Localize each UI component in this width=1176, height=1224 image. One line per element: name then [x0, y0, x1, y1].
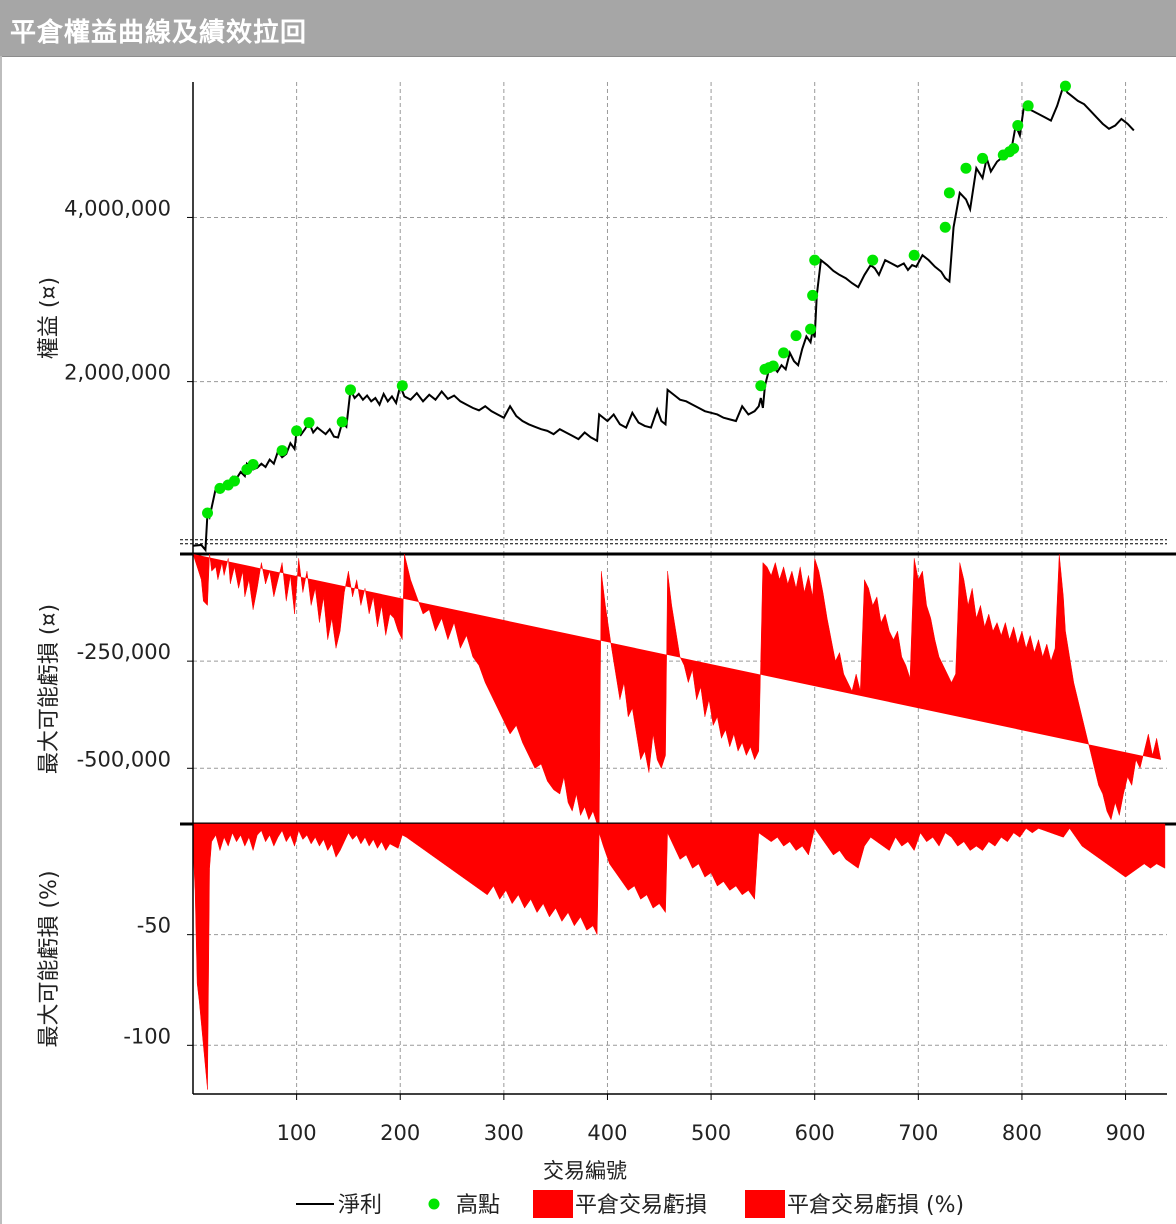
high-point-marker: [291, 425, 303, 437]
high-point-marker: [303, 417, 315, 429]
panel-drawdown_abs: -250,000 -500,000 最大可能虧損 (¤): [37, 552, 1176, 825]
x-tick-label: 900: [1106, 1121, 1146, 1145]
legend-item: 高點: [428, 1193, 500, 1218]
high-point-marker: [809, 254, 821, 266]
y-tick-label: -50: [137, 914, 171, 938]
x-tick-label: 200: [380, 1121, 420, 1145]
equity-drawdown-chart: 2,000,000 4,000,000 權益 (¤) -250,000 -500,000…: [37, 80, 1176, 1218]
high-point-marker: [805, 323, 817, 335]
high-point-marker: [228, 475, 240, 487]
high-point-marker: [276, 445, 288, 457]
legend-label: 平倉交易虧損: [575, 1193, 707, 1218]
high-point-marker: [939, 221, 951, 233]
legend-item: 平倉交易虧損 (%): [745, 1190, 964, 1218]
y-tick-label: 2,000,000: [64, 361, 171, 385]
drawdown-area: [192, 553, 1162, 825]
high-point-marker: [908, 249, 920, 261]
high-point-marker: [767, 360, 779, 372]
high-point-marker: [344, 384, 356, 396]
high-point-marker: [396, 380, 408, 392]
high-point-marker: [247, 459, 259, 471]
high-point-marker: [1059, 80, 1071, 92]
high-point-marker: [960, 162, 972, 174]
y-tick-label: -100: [123, 1024, 171, 1048]
high-point-marker: [1022, 100, 1034, 112]
y-tick-label: -500,000: [77, 747, 171, 771]
high-point-marker: [755, 380, 767, 392]
y-tick-label: 4,000,000: [64, 196, 171, 220]
x-axis-label: 交易編號: [543, 1159, 627, 1183]
high-point-marker: [202, 507, 214, 519]
legend-box-swatch: [745, 1190, 785, 1218]
high-point-marker: [1008, 142, 1020, 154]
x-tick-label: 100: [277, 1121, 317, 1145]
high-point-marker: [336, 416, 348, 428]
high-point-marker: [1012, 120, 1024, 132]
window-title: 平倉權益曲線及績效拉回: [10, 18, 308, 48]
drawdown-area: [192, 823, 1166, 1090]
high-point-marker: [790, 330, 802, 342]
y-axis-label: 權益 (¤): [37, 277, 62, 359]
legend-label: 淨利: [338, 1193, 382, 1218]
legend-box-swatch: [533, 1190, 573, 1218]
frame-border: [0, 56, 2, 1224]
high-point-marker: [807, 289, 819, 301]
y-tick-label: -250,000: [77, 640, 171, 664]
x-tick-label: 600: [795, 1121, 835, 1145]
x-tick-label: 300: [484, 1121, 524, 1145]
high-point-marker: [867, 254, 879, 266]
high-point-marker: [778, 347, 790, 359]
legend-label: 高點: [456, 1193, 500, 1218]
panel-equity: 2,000,000 4,000,000 權益 (¤): [37, 80, 1167, 554]
high-point-marker: [977, 152, 989, 164]
legend-label: 平倉交易虧損 (%): [787, 1193, 964, 1218]
title-bar: 平倉權益曲線及績效拉回: [0, 0, 1176, 57]
legend-item: 平倉交易虧損: [533, 1190, 707, 1218]
panel-drawdown_pct: -50 -100 最大可能虧損 (%): [37, 822, 1176, 1094]
x-tick-label: 700: [898, 1121, 938, 1145]
y-axis-label: 最大可能虧損 (%): [37, 870, 62, 1047]
high-point-marker: [214, 482, 226, 494]
x-tick-label: 800: [1002, 1121, 1042, 1145]
x-tick-label: 400: [587, 1121, 627, 1145]
legend-item: 淨利: [296, 1193, 382, 1218]
equity-line: [192, 83, 1135, 553]
legend-dot-swatch: [428, 1198, 440, 1210]
high-point-marker: [943, 187, 955, 199]
y-axis-label: 最大可能虧損 (¤): [37, 604, 62, 774]
x-tick-label: 500: [691, 1121, 731, 1145]
